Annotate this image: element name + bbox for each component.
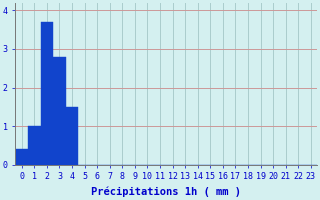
X-axis label: Précipitations 1h ( mm ): Précipitations 1h ( mm )	[91, 187, 241, 197]
Bar	[41, 22, 53, 165]
Bar	[28, 126, 41, 165]
Bar	[66, 107, 78, 165]
Bar	[53, 57, 66, 165]
Bar	[15, 149, 28, 165]
